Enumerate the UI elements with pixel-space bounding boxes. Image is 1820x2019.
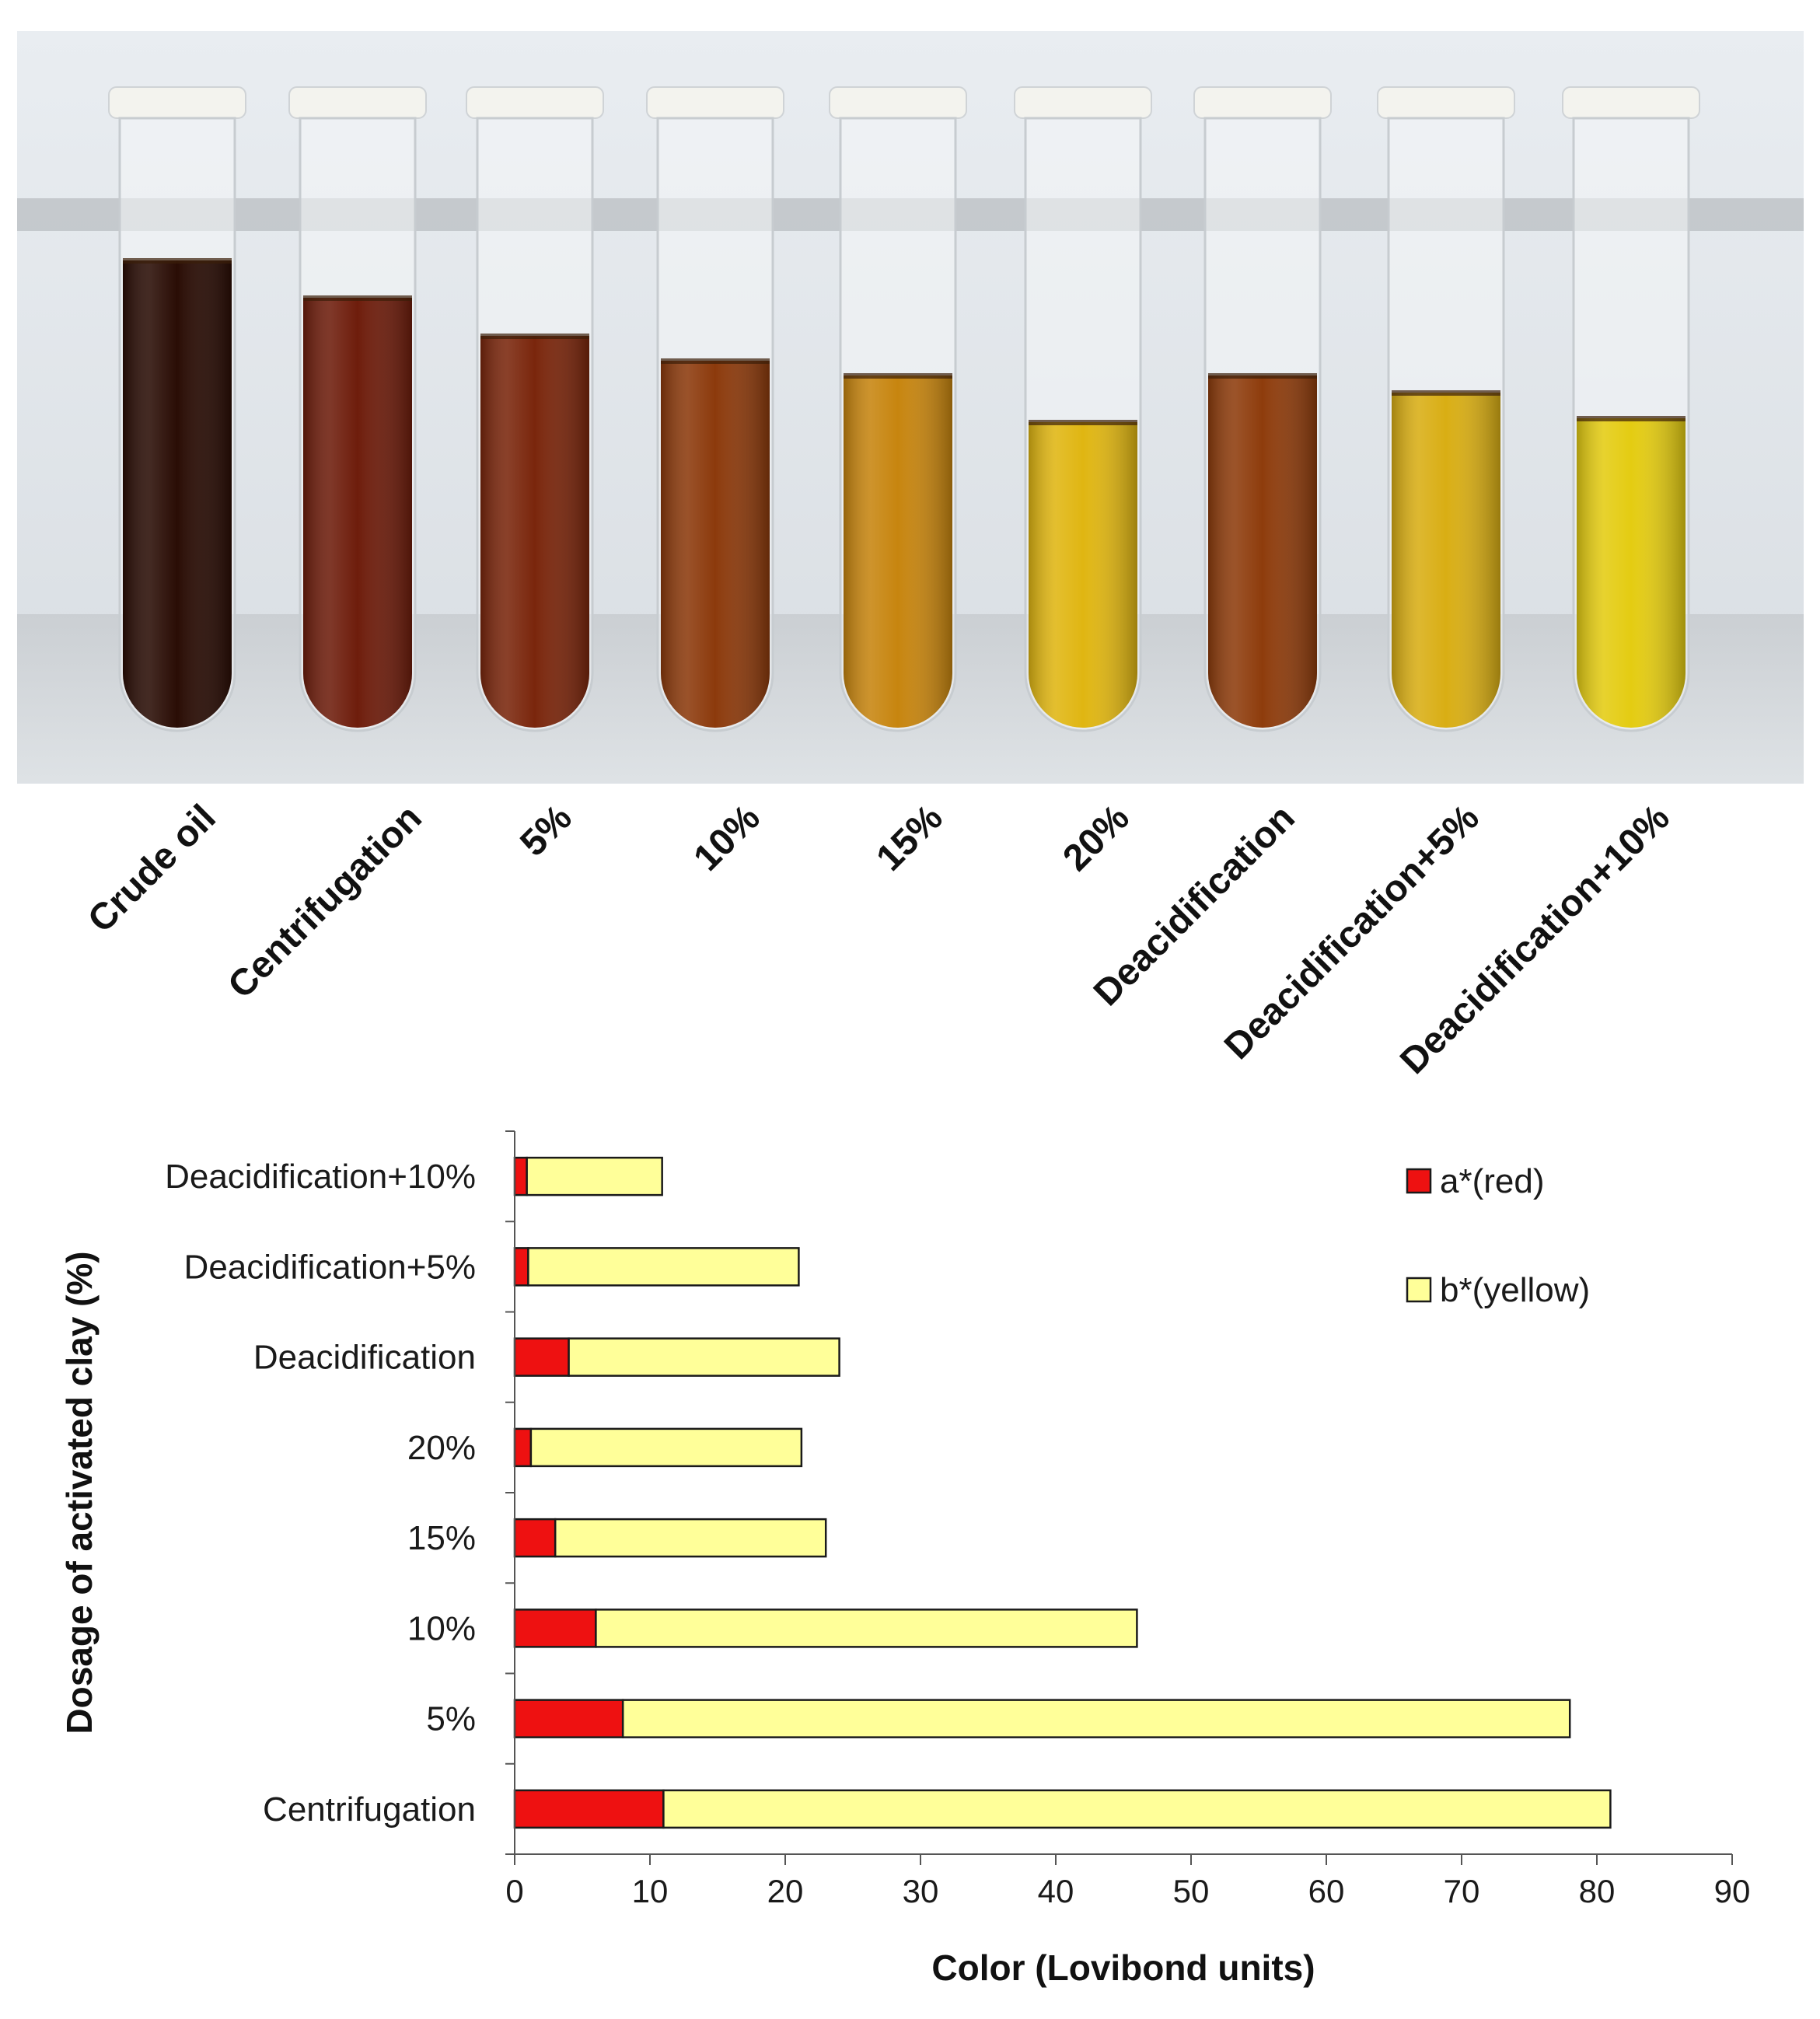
tube-label: Crude oil: [80, 797, 224, 941]
tube-oil-shading: [303, 298, 412, 728]
tube-group: [108, 86, 1700, 732]
x-tick-label: 0: [505, 1873, 523, 1909]
bar-segment: [513, 1337, 570, 1377]
y-category-group: Centrifugation 5% 10% 15% 20% Deacidification…: [165, 1130, 515, 1855]
oil-meniscus: [1029, 420, 1137, 425]
tube-rim: [1562, 86, 1700, 119]
tube-rim: [646, 86, 784, 119]
bar-segment: [513, 1609, 597, 1648]
tube-rim: [1377, 86, 1515, 119]
stacked-bar-chart: 0 10 20 30 40 50 60 70 80 90 Centrifugation 5% 10% 1…: [59, 1130, 1750, 1988]
bar-segment: [554, 1518, 827, 1558]
test-tube: [1377, 86, 1515, 732]
y-category-label: Centrifugation: [263, 1790, 476, 1829]
bar-segment: [662, 1789, 1612, 1829]
oil-meniscus: [303, 295, 412, 301]
y-category-label: Deacidification: [253, 1339, 476, 1377]
tube-rim: [1014, 86, 1152, 119]
tube-label: 15%: [868, 797, 950, 879]
bar-segment: [529, 1427, 803, 1468]
x-tick-label: 20: [767, 1873, 804, 1909]
tube-oil-shading: [1208, 376, 1317, 728]
x-tick-label: 50: [1173, 1873, 1210, 1909]
tube-rim: [1193, 86, 1332, 119]
y-category-label: 20%: [407, 1429, 476, 1467]
legend-label: b*(yellow): [1440, 1271, 1590, 1309]
bar-segment: [513, 1789, 665, 1829]
x-tick-label: 70: [1444, 1873, 1480, 1909]
test-tube: [1193, 86, 1332, 732]
bar-segment: [513, 1247, 529, 1287]
tube-oil-shading: [123, 260, 232, 728]
x-tick-label: 30: [903, 1873, 939, 1909]
test-tube: [829, 86, 967, 732]
legend: a*(red) b*(yellow): [1406, 1162, 1590, 1309]
bar-segment: [526, 1156, 663, 1196]
y-category-label: 15%: [407, 1519, 476, 1557]
tube-oil-shading: [480, 336, 589, 728]
tube-label: Centrifugation: [220, 797, 429, 1006]
y-axis-title: Dosage of activated clay (%): [59, 1251, 100, 1734]
test-tube: [288, 86, 427, 732]
oil-meniscus: [844, 373, 952, 379]
bar-segment: [513, 1427, 533, 1468]
test-tube: [646, 86, 784, 732]
bar-group: [513, 1156, 1612, 1829]
bar-segment: [595, 1609, 1138, 1648]
y-category-label: Deacidification+5%: [184, 1248, 476, 1286]
test-tube: [1562, 86, 1700, 732]
oil-meniscus: [1577, 416, 1686, 421]
tube-label: 5%: [512, 797, 580, 865]
bar-segment: [513, 1156, 528, 1196]
x-tick-label: 40: [1038, 1873, 1074, 1909]
x-tick-group: 0 10 20 30 40 50 60 70 80 90: [505, 1854, 1750, 1909]
y-category-label: 5%: [426, 1700, 476, 1738]
tube-rim: [466, 86, 604, 119]
test-tube: [1014, 86, 1152, 732]
oil-meniscus: [1208, 373, 1317, 379]
test-tube-photo: [17, 31, 1804, 784]
bar-segment: [513, 1699, 624, 1738]
test-tube: [108, 86, 246, 732]
tube-oil-shading: [844, 376, 952, 728]
bar-segment: [513, 1518, 557, 1558]
oil-meniscus: [480, 334, 589, 339]
tube-oil-shading: [1392, 393, 1500, 728]
x-tick-label: 10: [632, 1873, 669, 1909]
tube-rim: [288, 86, 427, 119]
bar-segment: [568, 1337, 840, 1377]
tube-rim: [829, 86, 967, 119]
tube-rim: [108, 86, 246, 119]
y-category-label: 10%: [407, 1609, 476, 1647]
tube-oil-shading: [1029, 422, 1137, 728]
x-tick-label: 60: [1308, 1873, 1345, 1909]
x-axis-title: Color (Lovibond units): [931, 1947, 1315, 1988]
oil-meniscus: [123, 258, 232, 264]
tube-label: 20%: [1055, 797, 1137, 879]
tube-oil-shading: [1577, 418, 1686, 728]
legend-label: a*(red): [1440, 1162, 1545, 1200]
legend-swatch: [1406, 1277, 1432, 1303]
tube-oil-shading: [661, 361, 770, 728]
bar-segment: [527, 1247, 800, 1287]
y-category-label: Deacidification+10%: [165, 1158, 476, 1196]
x-tick-label: 80: [1579, 1873, 1616, 1909]
legend-swatch: [1406, 1168, 1432, 1194]
oil-meniscus: [1392, 390, 1500, 396]
test-tube: [466, 86, 604, 732]
x-tick-label: 90: [1714, 1873, 1751, 1909]
tube-label: 10%: [686, 797, 767, 879]
bar-segment: [621, 1699, 1571, 1738]
oil-meniscus: [661, 358, 770, 364]
